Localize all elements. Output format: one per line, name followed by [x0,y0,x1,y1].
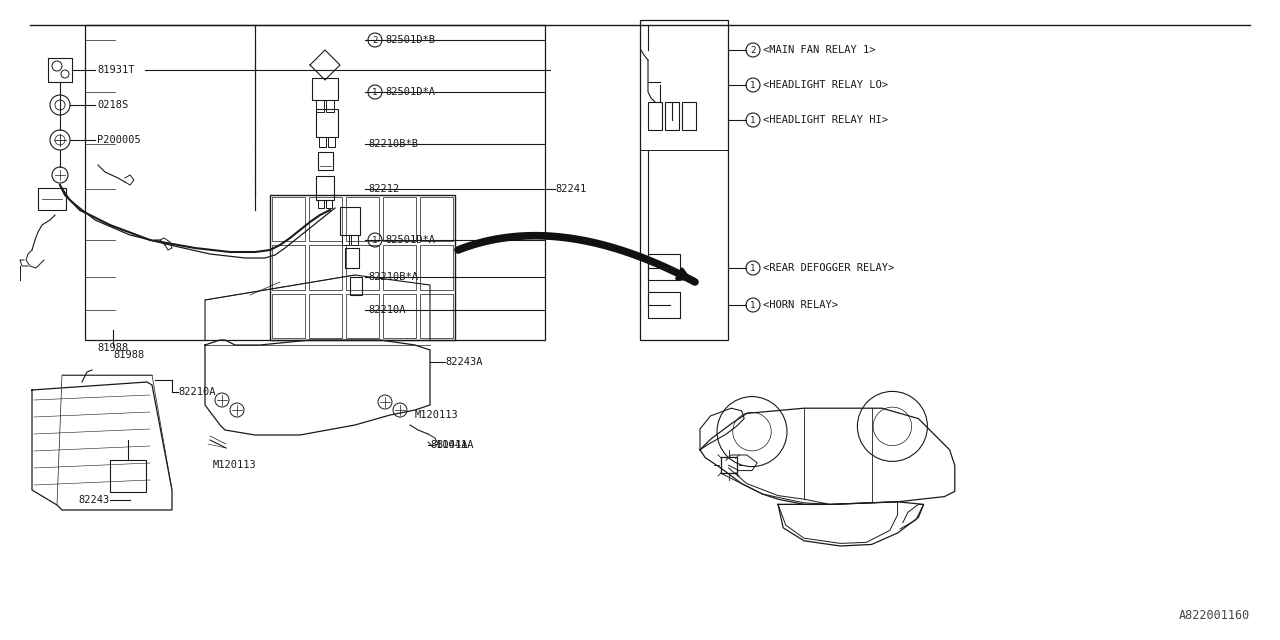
Text: M120113: M120113 [212,460,257,470]
Text: 1: 1 [750,81,755,90]
Bar [666,102,678,130]
Bar [317,152,333,170]
Text: 1: 1 [750,115,755,125]
Text: <HEADLIGHT RELAY LO>: <HEADLIGHT RELAY LO> [763,80,888,90]
Text: 1: 1 [372,88,378,97]
Text: 82210B*A: 82210B*A [369,272,419,282]
Bar [317,200,324,208]
Bar [273,245,305,290]
Text: 81041A: 81041A [436,440,474,450]
Bar [326,100,334,112]
Bar [383,294,416,338]
Text: 82243: 82243 [78,495,109,505]
Bar [721,458,736,474]
Text: 81988: 81988 [97,343,128,353]
Bar [270,195,454,340]
Bar [273,294,305,338]
Bar [273,197,305,241]
Text: <HORN RELAY>: <HORN RELAY> [763,300,838,310]
Bar [346,197,379,241]
Text: <HEADLIGHT RELAY HI>: <HEADLIGHT RELAY HI> [763,115,888,125]
Bar [648,254,680,280]
Bar [640,20,728,340]
Text: 82241: 82241 [556,184,586,194]
Bar [312,78,338,100]
Text: 82210A: 82210A [369,305,406,315]
Bar [316,176,334,200]
Text: M120113: M120113 [415,410,458,420]
Bar [351,235,358,245]
Bar [308,197,342,241]
Text: 82501D*A: 82501D*A [385,87,435,97]
Bar [420,197,453,241]
Text: 81988: 81988 [113,350,145,360]
Text: <MAIN FAN RELAY 1>: <MAIN FAN RELAY 1> [763,45,876,55]
Bar [326,200,332,208]
Text: 82501D*A: 82501D*A [385,235,435,245]
Text: A822001160: A822001160 [1179,609,1251,622]
Bar [328,137,335,147]
Bar [110,460,146,492]
Text: 0218S: 0218S [97,100,128,110]
Text: 81931T: 81931T [97,65,134,75]
Bar [420,245,453,290]
Bar [316,100,324,112]
Bar [342,235,349,245]
Bar [383,197,416,241]
Text: P200005: P200005 [97,135,141,145]
Text: 81041A: 81041A [430,440,467,450]
Text: 2: 2 [372,35,378,45]
Text: 82210A: 82210A [178,387,215,397]
Bar [349,277,362,295]
Text: 2: 2 [750,45,755,54]
Bar [346,248,358,268]
Bar [420,294,453,338]
Bar [648,292,680,318]
Bar [340,207,360,235]
Bar [38,188,67,210]
Bar [308,245,342,290]
Bar [84,25,545,340]
Bar [648,102,662,130]
Bar [682,102,696,130]
Bar [346,245,379,290]
Text: <REAR DEFOGGER RELAY>: <REAR DEFOGGER RELAY> [763,263,895,273]
Text: 82210B*B: 82210B*B [369,139,419,149]
Text: 82212: 82212 [369,184,399,194]
Bar [346,294,379,338]
Text: 1: 1 [750,264,755,273]
Bar [319,137,326,147]
Bar [383,245,416,290]
Bar [316,109,338,137]
Text: 1: 1 [750,301,755,310]
Text: 82243A: 82243A [445,357,483,367]
Text: 82501D*B: 82501D*B [385,35,435,45]
Text: 1: 1 [372,236,378,244]
Bar [308,294,342,338]
